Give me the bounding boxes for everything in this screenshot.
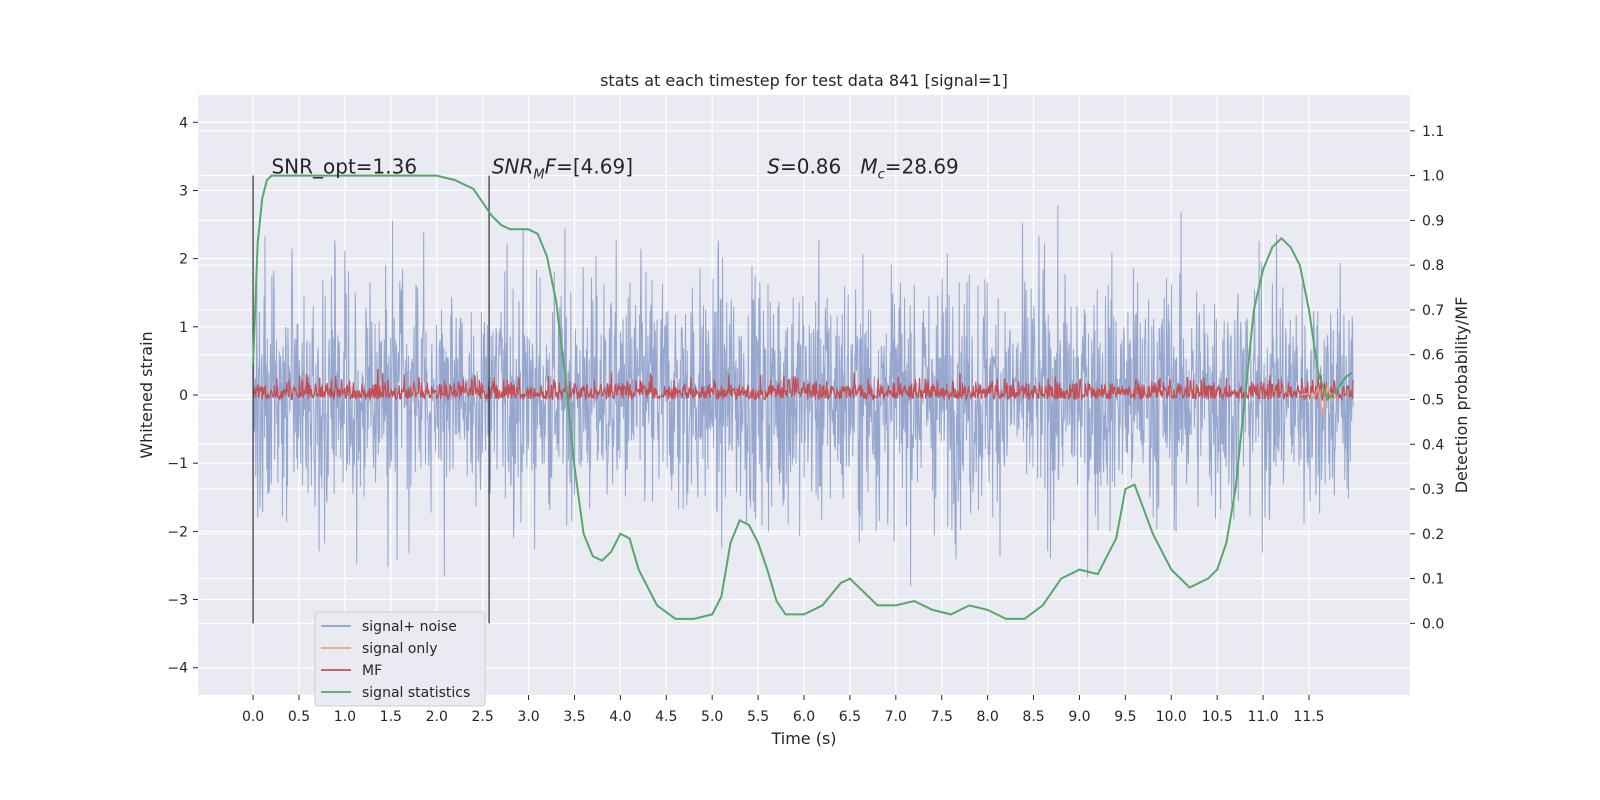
x-tick-label: 7.5 [931, 709, 953, 725]
series-signal-only [1299, 384, 1338, 416]
y-axis-label: Whitened strain [137, 331, 156, 458]
y2-tick-label: 0.7 [1422, 303, 1444, 319]
axis-ticks: 0.0 0.5 1.0 1.5 2.0 2.5 3.0 3.5 4.0 4.5 5.0 5.5 6.0 6… [167, 115, 1444, 725]
x-tick-label: 2.5 [472, 709, 494, 725]
x-tick-label: 8.0 [977, 709, 999, 725]
x-tick-label: 10.5 [1202, 709, 1233, 725]
x-tick-label: 6.5 [839, 709, 861, 725]
chart-title: stats at each timestep for test data 841… [600, 71, 1008, 90]
annotation-mc-sub: c [878, 168, 885, 183]
x-tick-label: 1.0 [334, 709, 356, 725]
y2-tick-label: 0.4 [1422, 437, 1444, 453]
y2-tick-label: 0.5 [1422, 392, 1444, 408]
signal-noise-line [252, 204, 1354, 587]
x-tick-label: 6.0 [793, 709, 815, 725]
series-mf [252, 368, 1354, 402]
annotation-s-mc: S=0.86 Mc=28.69 [767, 155, 959, 183]
annotation-snr-mf-sub: M [533, 168, 544, 183]
x-axis-label: Time (s) [770, 729, 836, 748]
y2-tick-label: 0.0 [1422, 616, 1444, 632]
annotation-snr-mf-value: =[4.69] [556, 155, 633, 179]
series-signal-noise [252, 204, 1354, 587]
x-tick-label: 4.0 [609, 709, 631, 725]
y2-tick-label: 1.1 [1422, 124, 1444, 140]
x-tick-label: 2.0 [426, 709, 448, 725]
x-tick-label: 10.0 [1156, 709, 1187, 725]
series-signal-statistics [252, 174, 1353, 620]
y-tick-label: −4 [167, 661, 188, 677]
y2-tick-label: 0.9 [1422, 213, 1444, 229]
annotation-snr-mf-var2: F [545, 155, 557, 179]
legend-label-signal-statistics: signal statistics [362, 685, 470, 701]
legend-box [314, 611, 486, 707]
vertical-markers [252, 175, 490, 624]
y-tick-label: 2 [179, 252, 188, 268]
x-tick-label: 9.5 [1114, 709, 1136, 725]
x-tick-label: 3.5 [563, 709, 585, 725]
mf-line [252, 368, 1354, 402]
x-tick-label: 11.0 [1248, 709, 1279, 725]
y-tick-label: 1 [179, 320, 188, 336]
y-tick-label: 3 [179, 183, 188, 199]
legend-label-mf: MF [362, 663, 382, 679]
y2-tick-label: 0.6 [1422, 348, 1444, 364]
legend: signal+ noise signal only MF signal stat… [314, 611, 486, 707]
signal-statistics-line [252, 174, 1353, 620]
x-tick-label: 5.5 [747, 709, 769, 725]
y-tick-label: 0 [179, 388, 188, 404]
x-tick-label: 4.5 [655, 709, 677, 725]
annotation-mc-var: M [860, 155, 877, 179]
y2-tick-label: 0.1 [1422, 572, 1444, 588]
x-tick-label: 7.0 [885, 709, 907, 725]
x-tick-label: 5.0 [701, 709, 723, 725]
y-tick-label: −1 [167, 456, 188, 472]
y2-tick-label: 0.3 [1422, 482, 1444, 498]
annotation-snr-mf-var: SNR [492, 155, 534, 179]
legend-label-signal-only: signal only [362, 641, 437, 657]
y-tick-label: 4 [179, 115, 188, 131]
signal-only-line [1299, 384, 1338, 416]
x-tick-label: 9.0 [1068, 709, 1090, 725]
annotation-snr-opt: SNR_opt=1.36 [271, 155, 417, 179]
y-tick-label: −2 [167, 524, 188, 540]
y2-axis-label: Detection probability/MF [1452, 297, 1471, 494]
x-tick-label: 3.0 [517, 709, 539, 725]
y2-tick-label: 1.0 [1422, 169, 1444, 185]
x-tick-label: 0.0 [242, 709, 264, 725]
x-tick-label: 1.5 [380, 709, 402, 725]
x-tick-label: 11.5 [1293, 709, 1324, 725]
x-tick-label: 8.5 [1022, 709, 1044, 725]
x-tick-label: 0.5 [288, 709, 310, 725]
annotation-snr-mf: SNRMF=[4.69] [492, 155, 633, 183]
annotation-s-var: S [767, 155, 780, 179]
y2-tick-label: 0.8 [1422, 258, 1444, 274]
annotation-mc-value: =28.69 [885, 155, 959, 179]
annotation-s-value: =0.86 [780, 155, 860, 179]
legend-label-signal-noise: signal+ noise [362, 619, 457, 635]
y-tick-label: −3 [167, 593, 188, 609]
y2-tick-label: 0.2 [1422, 527, 1444, 543]
